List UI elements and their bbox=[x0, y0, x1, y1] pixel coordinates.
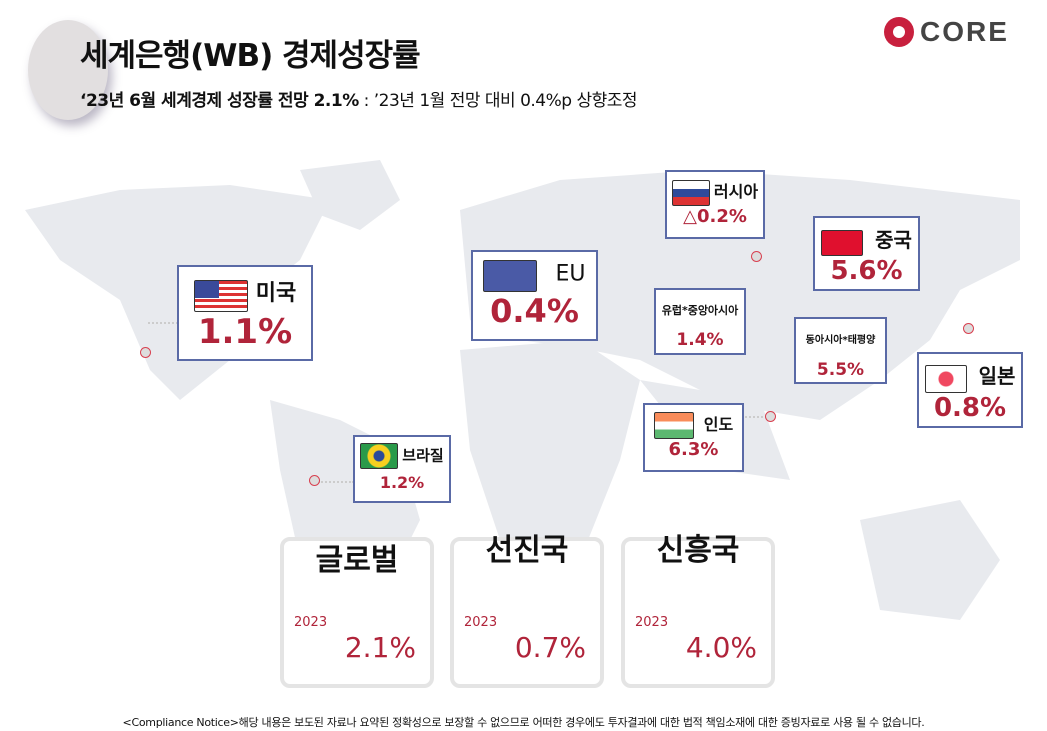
japan-flag-icon bbox=[924, 364, 967, 393]
logo-mark-icon bbox=[884, 17, 914, 47]
country-box-china: 중국 5.6% bbox=[813, 216, 920, 291]
country-box-us: 미국 1.1% bbox=[177, 265, 313, 361]
brazil-flag-icon bbox=[360, 443, 399, 469]
country-box-japan: 일본 0.8% bbox=[917, 352, 1023, 428]
subtitle-highlight: ‘23년 6월 세계경제 성장률 전망 2.1% bbox=[80, 91, 359, 111]
country-name: 일본 bbox=[978, 364, 1016, 388]
card-title: 신흥국 bbox=[656, 533, 740, 568]
connector-line bbox=[745, 416, 767, 418]
page-title: 세계은행(WB) 경제성장률 bbox=[80, 38, 421, 74]
card-emerging: 신흥국 2023 4.0% bbox=[621, 533, 775, 688]
card-year: 2023 bbox=[635, 615, 669, 630]
decorative-circle bbox=[28, 20, 108, 120]
subtitle-rest: : ’23년 1월 전망 대비 0.4%p 상향조정 bbox=[358, 91, 638, 111]
marker-india bbox=[765, 411, 776, 422]
country-value: 1.1% bbox=[197, 311, 293, 352]
country-name: 중국 bbox=[875, 228, 912, 252]
country-name: 인도 bbox=[703, 415, 734, 434]
region-value: 1.4% bbox=[676, 330, 724, 350]
country-box-eu: EU 0.4% bbox=[471, 250, 598, 341]
card-year: 2023 bbox=[464, 615, 498, 630]
card-value: 2.1% bbox=[344, 631, 416, 664]
logo-text: CORE bbox=[920, 16, 1009, 47]
card-advanced: 선진국 2023 0.7% bbox=[450, 533, 604, 688]
card-year: 2023 bbox=[294, 615, 328, 630]
country-box-brazil: 브라질 1.2% bbox=[353, 435, 451, 503]
core-logo: CORE bbox=[884, 16, 1009, 48]
marker-us bbox=[140, 347, 151, 358]
region-name: 동아시아*태평양 bbox=[805, 335, 876, 346]
marker-russia bbox=[751, 251, 762, 262]
country-name: EU bbox=[555, 261, 586, 287]
country-value: 0.8% bbox=[933, 392, 1007, 423]
marker-japan bbox=[963, 323, 974, 334]
country-value: 0.4% bbox=[490, 292, 579, 330]
country-value: 6.3% bbox=[668, 439, 719, 460]
eu-flag-icon bbox=[483, 260, 538, 292]
region-value: 5.5% bbox=[816, 360, 865, 380]
connector-line bbox=[318, 481, 354, 483]
russia-flag-icon bbox=[671, 179, 710, 206]
india-flag-icon bbox=[653, 412, 694, 439]
country-value: 1.2% bbox=[379, 473, 425, 492]
card-title: 글로벌 bbox=[315, 543, 399, 578]
country-box-india: 인도 6.3% bbox=[643, 403, 744, 472]
country-name: 미국 bbox=[255, 281, 297, 306]
country-box-russia: 러시아 △0.2% bbox=[665, 170, 765, 239]
region-box-europe-central-asia: 유럽*중앙아시아 1.4% bbox=[654, 288, 746, 355]
country-name: 러시아 bbox=[713, 182, 759, 201]
region-name: 유럽*중앙아시아 bbox=[661, 304, 739, 317]
card-global: 글로벌 2023 2.1% bbox=[280, 537, 434, 688]
country-value: 5.6% bbox=[830, 255, 903, 286]
country-value: △0.2% bbox=[683, 205, 747, 227]
china-flag-icon bbox=[821, 229, 864, 256]
compliance-notice: <Compliance Notice>해당 내용은 보도된 자료나 요약된 정확… bbox=[122, 716, 925, 729]
connector-line bbox=[148, 322, 178, 324]
country-name: 브라질 bbox=[402, 446, 444, 465]
card-value: 4.0% bbox=[685, 631, 757, 664]
card-value: 0.7% bbox=[514, 631, 586, 664]
marker-brazil bbox=[309, 475, 320, 486]
us-flag-icon bbox=[193, 279, 248, 312]
page-subtitle: ‘23년 6월 세계경제 성장률 전망 2.1% : ’23년 1월 전망 대비… bbox=[80, 86, 638, 111]
card-title: 선진국 bbox=[485, 533, 569, 568]
region-box-east-asia-pacific: 동아시아*태평양 5.5% bbox=[794, 317, 887, 384]
